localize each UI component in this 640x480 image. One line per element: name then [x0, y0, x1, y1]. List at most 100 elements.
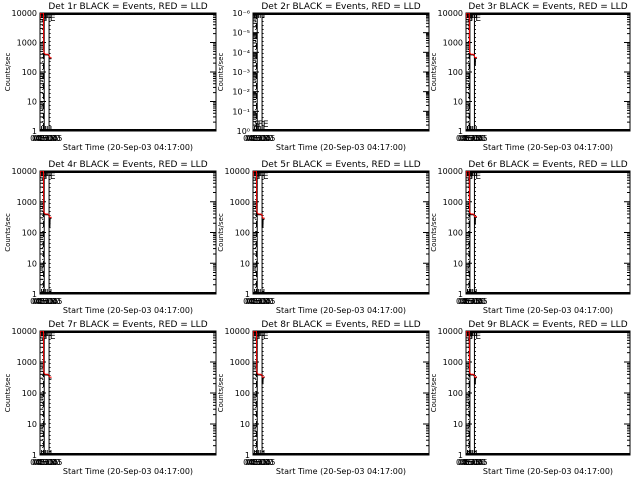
y-tick-label: 100: [22, 389, 37, 398]
x-tick-label: 05:00: [459, 134, 482, 143]
y-tick-label: 10⁻¹: [232, 107, 250, 116]
series-events-line: [466, 13, 478, 65]
y-tick-label: 10000: [225, 167, 250, 176]
y-tick-label: 1000: [443, 198, 463, 207]
event-marker-F: F: [45, 332, 50, 342]
y-tick-label: 1: [245, 290, 250, 299]
plot-frame: [39, 330, 217, 456]
x-tick-label: 05:45: [39, 134, 62, 143]
series-events-line: [466, 171, 478, 226]
plot-frame: [39, 170, 217, 295]
x-tick-label: 04:45: [458, 297, 481, 306]
x-tick-label: 04:30: [456, 297, 479, 306]
event-marker-E: E: [263, 120, 269, 130]
y-tick-label: 10⁻³: [232, 68, 250, 77]
panel-det-4: Det 4r BLACK = Events, RED = LLD 1 10 100 10…: [4, 160, 217, 315]
x-tick-label: 05:30: [251, 134, 274, 143]
series-lld-line: [253, 171, 265, 219]
event-marker-E: E: [50, 14, 56, 24]
y-tick-label: 100: [235, 229, 250, 238]
y-tick-label: 100: [22, 68, 37, 77]
panel-title: Det 5r BLACK = Events, RED = LLD: [261, 160, 420, 170]
x-axis-label: Start Time (20-Sep-03 04:17:00): [483, 306, 613, 315]
event-marker-E: E: [475, 14, 481, 24]
event-marker-F: F: [258, 172, 263, 182]
y-tick-label: 10: [453, 98, 463, 107]
series-lld-line: [40, 171, 52, 219]
x-tick-label: 05:00: [34, 134, 57, 143]
panel-title: Det 7r BLACK = Events, RED = LLD: [48, 320, 207, 330]
y-tick-label: 10⁻⁴: [232, 48, 250, 57]
x-tick-label: 04:30: [243, 134, 266, 143]
x-tick-label: 04:30: [243, 458, 266, 467]
panel-det-2: Det 2r BLACK = Events, RED = LLD 10⁰ 10⁻¹ 1…: [217, 2, 430, 152]
x-tick-label: 05:30: [38, 297, 61, 306]
plot-frame: [465, 170, 631, 295]
x-tick-label: 04:30: [243, 297, 266, 306]
x-tick-label: 05:15: [461, 134, 484, 143]
x-tick-label: 04:45: [32, 297, 55, 306]
event-marker-S: S: [467, 172, 473, 182]
x-axis-label: Start Time (20-Sep-03 04:17:00): [63, 467, 193, 476]
y-tick-label: 1: [32, 451, 37, 460]
plot-frame: [39, 12, 217, 132]
y-tick-label: 10: [240, 420, 250, 429]
y-tick-label: 10000: [12, 9, 37, 18]
y-tick-label: 10⁻⁶: [232, 9, 250, 18]
y-tick-label: 1000: [17, 198, 37, 207]
event-marker-F: F: [45, 14, 50, 24]
series-lld-line: [40, 13, 52, 59]
x-tick-label: 04:30: [30, 297, 53, 306]
x-tick-label: 04:45: [32, 458, 55, 467]
y-axis-label: Counts/sec: [4, 213, 12, 252]
y-tick-label: 10: [27, 98, 37, 107]
x-tick-label: 05:15: [36, 134, 59, 143]
y-tick-label: 1000: [443, 39, 463, 48]
event-marker-S: S: [254, 172, 260, 182]
x-tick-label: 05:45: [252, 458, 275, 467]
y-tick-label: 10: [27, 259, 37, 268]
y-axis-label: Counts/sec: [4, 53, 12, 92]
x-tick-label: 05:30: [38, 458, 61, 467]
event-marker-E: E: [50, 172, 56, 182]
x-tick-label: 05:15: [36, 297, 59, 306]
y-axis-label: Counts/sec: [217, 53, 225, 92]
x-tick-label: 05:00: [247, 458, 270, 467]
y-axis-label: Counts/sec: [4, 374, 12, 413]
x-axis-label: Start Time (20-Sep-03 04:17:00): [63, 306, 193, 315]
x-tick-label: 05:00: [34, 458, 57, 467]
x-tick-label: 05:45: [465, 297, 488, 306]
y-tick-label: 1000: [230, 358, 250, 367]
y-tick-label: 1: [458, 290, 463, 299]
y-tick-label: 1000: [17, 39, 37, 48]
panel-title: Det 4r BLACK = Events, RED = LLD: [48, 160, 207, 170]
x-tick-label: 05:30: [251, 297, 274, 306]
x-tick-label: 05:15: [249, 458, 272, 467]
y-tick-label: 10000: [225, 327, 250, 336]
panel-title: Det 8r BLACK = Events, RED = LLD: [261, 320, 420, 330]
series-lld-line: [466, 171, 478, 218]
series-events-line: [40, 171, 52, 229]
x-tick-label: 04:30: [30, 458, 53, 467]
x-tick-label: 04:45: [458, 134, 481, 143]
y-tick-label: 10000: [12, 327, 37, 336]
y-tick-label: 10⁻²: [232, 88, 250, 97]
y-tick-label: 1: [245, 451, 250, 460]
x-tick-label: 04:30: [456, 134, 479, 143]
y-tick-label: 10⁰: [237, 127, 250, 136]
panel-title: Det 1r BLACK = Events, RED = LLD: [48, 2, 207, 12]
x-tick-label: 05:15: [461, 297, 484, 306]
y-tick-label: 10000: [438, 9, 463, 18]
panel-det-5: Det 5r BLACK = Events, RED = LLD 1 10 100 10…: [217, 160, 430, 315]
x-tick-label: 05:00: [459, 297, 482, 306]
x-tick-label: 05:45: [252, 134, 275, 143]
plot-frame: [252, 170, 430, 295]
x-tick-label: 05:00: [247, 297, 270, 306]
panel-det-7: Det 7r BLACK = Events, RED = LLD 1 10 100 10…: [4, 320, 217, 476]
x-tick-label: 05:45: [39, 297, 62, 306]
y-tick-label: 100: [22, 229, 37, 238]
x-axis-label: Start Time (20-Sep-03 04:17:00): [63, 143, 193, 152]
y-tick-label: 1: [32, 290, 37, 299]
x-tick-label: 05:45: [39, 458, 62, 467]
x-tick-label: 04:45: [245, 458, 268, 467]
